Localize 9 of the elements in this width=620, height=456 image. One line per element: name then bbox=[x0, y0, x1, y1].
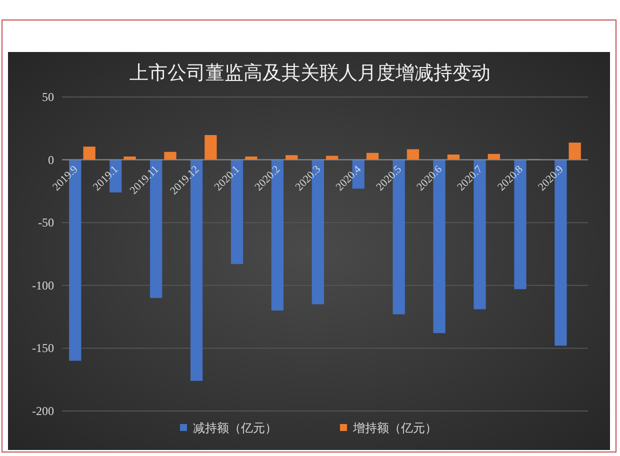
y-tick-label: -100 bbox=[32, 278, 54, 292]
legend-label: 增持额（亿元） bbox=[352, 421, 437, 435]
chart-title: 上市公司董监高及其关联人月度增减持变动 bbox=[130, 62, 490, 84]
y-tick-label: -200 bbox=[32, 404, 54, 418]
y-tick-label: -150 bbox=[32, 341, 54, 356]
y-tick-label: 0 bbox=[48, 152, 54, 167]
y-tick-label: -50 bbox=[38, 216, 54, 230]
legend-label: 减持额（亿元） bbox=[193, 421, 277, 435]
y-tick-label: 50 bbox=[42, 90, 54, 104]
